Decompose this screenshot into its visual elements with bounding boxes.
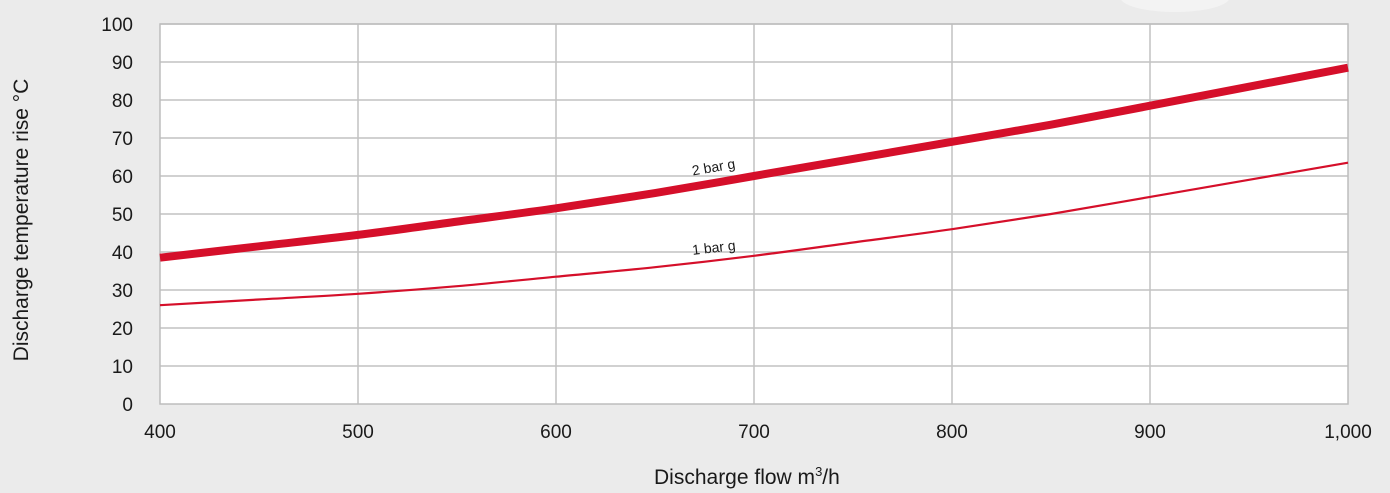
x-tick-label: 500 xyxy=(342,422,374,443)
y-tick-label: 30 xyxy=(112,281,133,302)
y-tick-label: 20 xyxy=(112,319,133,340)
x-tick-label: 1,000 xyxy=(1324,422,1372,443)
x-tick-label: 700 xyxy=(738,422,770,443)
y-tick-label: 40 xyxy=(112,243,133,264)
x-axis-title-sup: 3 xyxy=(815,464,822,479)
y-tick-label: 10 xyxy=(112,357,133,378)
y-tick-label: 100 xyxy=(101,15,133,36)
y-tick-label: 60 xyxy=(112,167,133,188)
grid xyxy=(160,24,1348,404)
x-axis-title-suffix: /h xyxy=(822,466,840,489)
x-axis-title-main: Discharge flow m xyxy=(654,466,815,489)
x-axis-title: Discharge flow m3/h xyxy=(654,464,840,489)
y-tick-label: 50 xyxy=(112,205,133,226)
y-tick-label: 90 xyxy=(112,53,133,74)
x-tick-label: 800 xyxy=(936,422,968,443)
y-tick-label: 80 xyxy=(112,91,133,112)
y-tick-label: 0 xyxy=(122,395,133,416)
y-tick-label: 70 xyxy=(112,129,133,150)
x-tick-label: 400 xyxy=(144,422,176,443)
y-axis-title: Discharge temperature rise °C xyxy=(10,79,33,362)
x-tick-label: 600 xyxy=(540,422,572,443)
x-tick-label: 900 xyxy=(1134,422,1166,443)
